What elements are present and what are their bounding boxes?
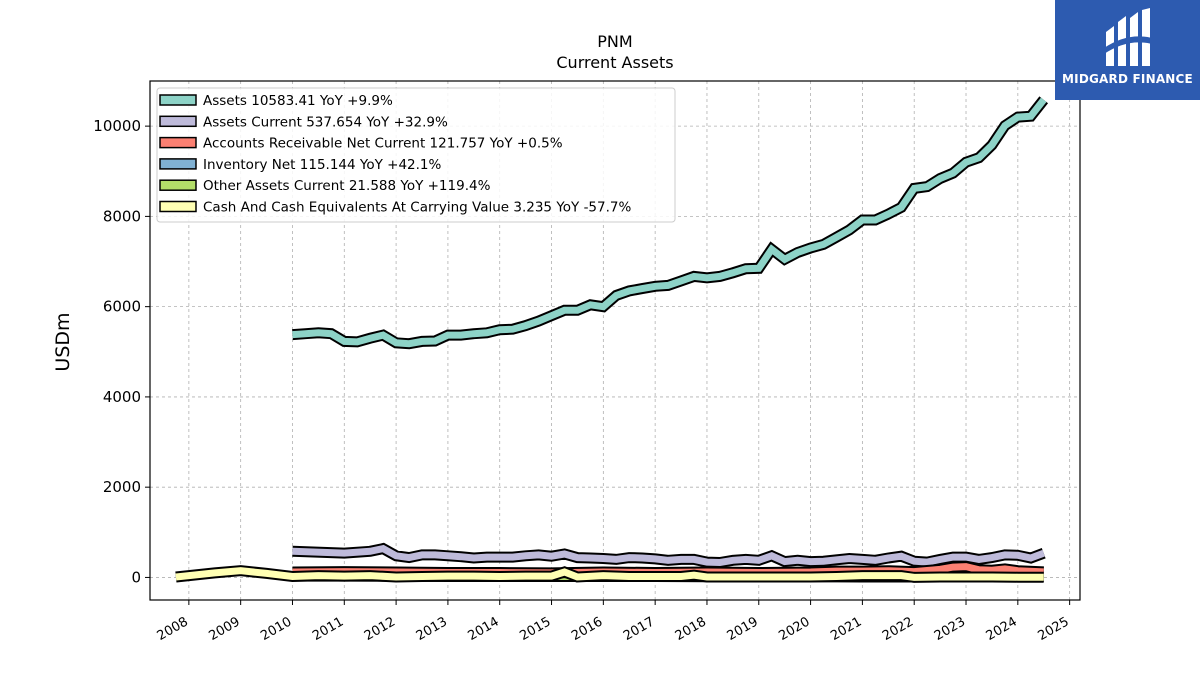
y-tick-label: 2000 bbox=[103, 478, 141, 496]
legend-swatch bbox=[159, 200, 197, 213]
legend-swatch bbox=[159, 94, 197, 106]
x-tick-label: 2008 bbox=[155, 614, 191, 644]
x-tick-label: 2013 bbox=[414, 614, 450, 644]
x-tick-label: 2014 bbox=[466, 614, 502, 644]
x-tick-label: 2009 bbox=[207, 614, 243, 644]
brand-logo: MIDGARD FINANCE bbox=[1055, 0, 1200, 100]
x-tick-label: 2022 bbox=[880, 614, 916, 644]
legend-swatch bbox=[159, 115, 197, 128]
chart-title: PNM bbox=[597, 32, 632, 51]
x-tick-label: 2020 bbox=[776, 614, 812, 644]
x-tick-label: 2024 bbox=[984, 614, 1020, 644]
legend-box bbox=[156, 87, 676, 223]
x-tick-label: 2021 bbox=[828, 614, 864, 644]
legend: Assets 10583.41 YoY +9.9% Assets Current … bbox=[156, 87, 676, 223]
x-axis: 2008 2009 2010 2011 2012 2013 2014 2015 2016 2017… bbox=[155, 600, 1072, 644]
series-layer bbox=[175, 96, 1049, 583]
y-tick-label: 10000 bbox=[93, 117, 141, 135]
chart-subtitle: Current Assets bbox=[556, 53, 673, 72]
y-tick-label: 4000 bbox=[103, 388, 141, 406]
legend-label: Cash And Cash Equivalents At Carrying Va… bbox=[203, 200, 631, 216]
x-tick-label: 2015 bbox=[517, 614, 553, 644]
y-axis-label: USDm bbox=[52, 312, 74, 371]
y-tick-label: 6000 bbox=[103, 298, 141, 316]
legend-swatch bbox=[159, 158, 197, 170]
y-axis: 0 2000 4000 6000 8000 10000 bbox=[93, 117, 150, 586]
x-tick-label: 2016 bbox=[569, 614, 605, 644]
x-tick-label: 2010 bbox=[258, 614, 294, 644]
logo-text: MIDGARD FINANCE bbox=[1062, 72, 1193, 86]
plot-frame bbox=[149, 80, 1081, 601]
x-tick-label: 2012 bbox=[362, 614, 398, 644]
x-tick-label: 2025 bbox=[1035, 614, 1071, 644]
legend-label: Assets 10583.41 YoY +9.9% bbox=[203, 93, 393, 109]
x-tick-label: 2011 bbox=[310, 614, 346, 644]
midgard-logo-icon bbox=[1103, 8, 1152, 66]
legend-label: Assets Current 537.654 YoY +32.9% bbox=[203, 114, 448, 130]
legend-label: Other Assets Current 21.588 YoY +119.4% bbox=[203, 178, 491, 194]
legend-label: Inventory Net 115.144 YoY +42.1% bbox=[203, 157, 441, 173]
x-tick-label: 2018 bbox=[673, 614, 709, 644]
series-1-line bbox=[292, 96, 1049, 350]
x-tick-label: 2023 bbox=[932, 614, 968, 644]
x-tick-label: 2019 bbox=[725, 614, 761, 644]
series-6-line bbox=[175, 565, 1044, 583]
y-tick-label: 8000 bbox=[103, 207, 141, 225]
legend-swatch bbox=[159, 136, 197, 149]
legend-label: Accounts Receivable Net Current 121.757 … bbox=[203, 136, 563, 152]
legend-swatch bbox=[159, 179, 197, 191]
y-tick-label: 0 bbox=[131, 568, 141, 586]
x-tick-label: 2017 bbox=[621, 614, 657, 644]
series-2-line bbox=[292, 542, 1046, 569]
